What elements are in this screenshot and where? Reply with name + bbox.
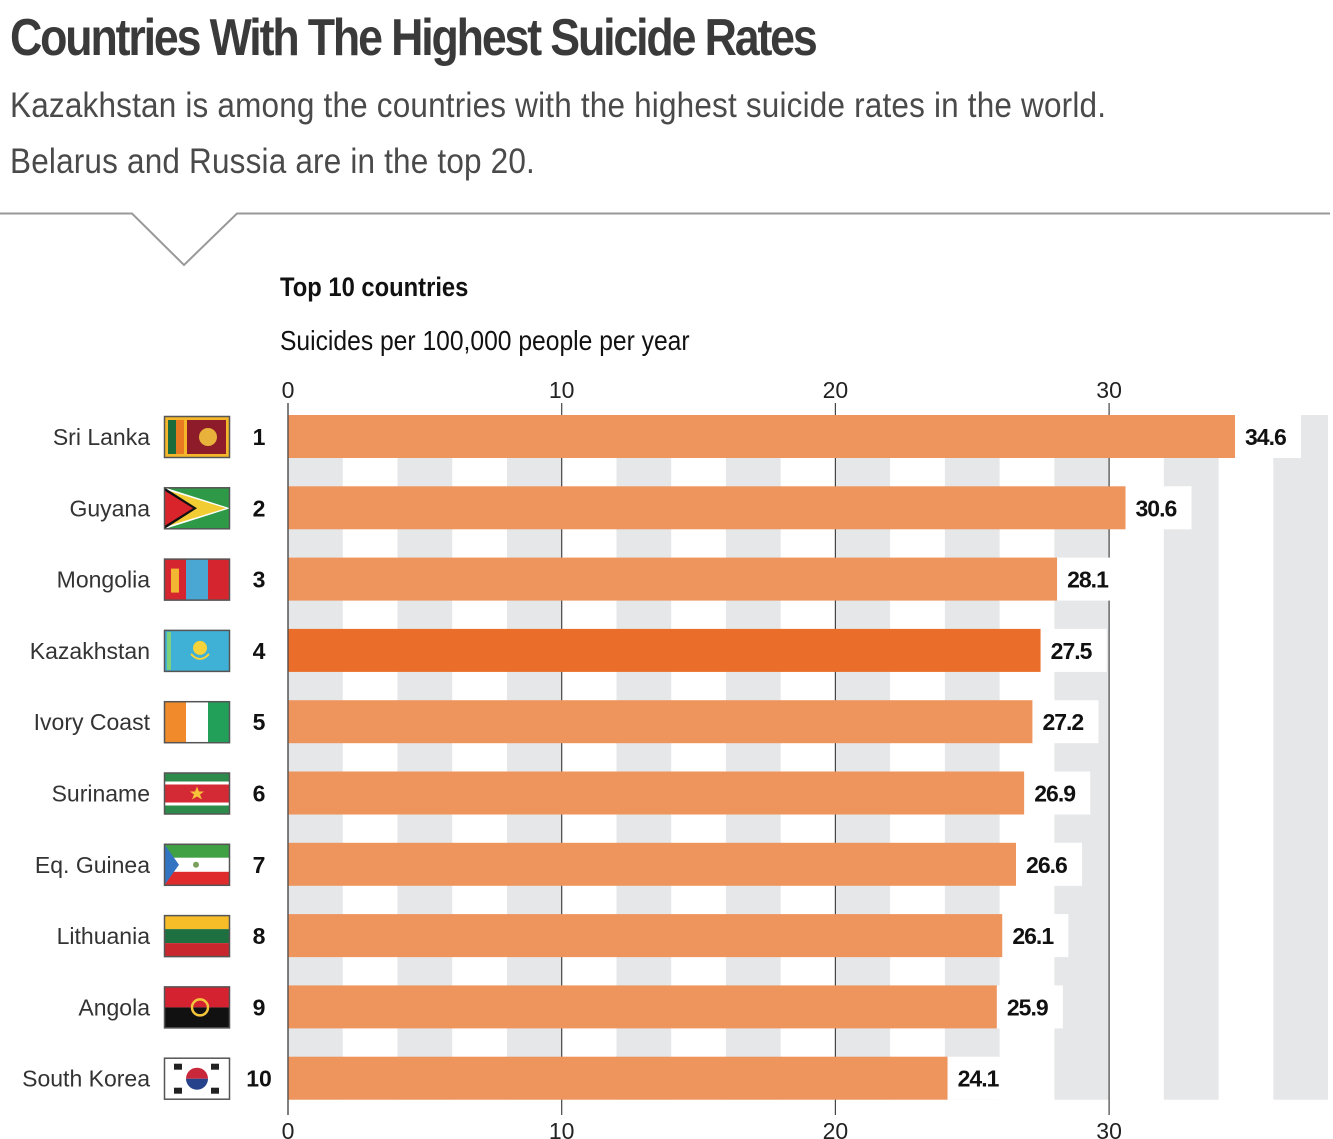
bars: 34.6 30.6 28.1 27.5 27.2 26.9 26.6 26.1 25.9 24.1 <box>287 403 1302 1115</box>
value-label-box <box>1032 700 1099 744</box>
rank-label: 6 <box>253 781 266 807</box>
flag-kazakhstan-icon <box>163 629 231 673</box>
divider-pointer-line <box>0 212 1330 267</box>
chart-axis-title: Suicides per 100,000 people per year <box>280 325 690 356</box>
tick-label-bottom: 0 <box>282 1118 295 1139</box>
value-label-box <box>1002 914 1069 958</box>
rank-label: 1 <box>253 424 266 450</box>
value-label: 28.1 <box>1067 567 1109 593</box>
country-label: Eq. Guinea <box>35 852 150 878</box>
country-label: Guyana <box>69 495 150 521</box>
flag-south-korea-icon <box>163 1057 231 1100</box>
rank-label: 5 <box>253 709 266 735</box>
flag-lithuania-icon <box>163 914 231 958</box>
value-label: 24.1 <box>958 1066 1000 1092</box>
value-label-box <box>1125 486 1192 530</box>
bar-south-korea <box>288 1056 948 1100</box>
country-label: Ivory Coast <box>34 709 151 735</box>
value-label-box <box>1057 557 1124 601</box>
country-label: Angola <box>78 994 150 1020</box>
value-label: 27.2 <box>1042 709 1083 735</box>
chart-title: Top 10 countries <box>280 272 469 302</box>
value-label-box <box>996 985 1063 1029</box>
bar-eq-guinea <box>288 842 1017 886</box>
value-label-box <box>1040 628 1107 672</box>
bar-suriname <box>288 771 1025 815</box>
rank-label: 4 <box>253 638 266 664</box>
header-divider <box>0 212 1330 267</box>
value-label-box <box>1024 771 1091 815</box>
value-label: 26.9 <box>1034 781 1075 807</box>
rank-label: 10 <box>246 1066 272 1092</box>
rank-label: 9 <box>253 994 266 1020</box>
bar-kazakhstan <box>288 628 1041 672</box>
bar-angola <box>288 985 997 1029</box>
tick-label-bottom: 30 <box>1096 1118 1122 1139</box>
flag-sri-lanka-icon <box>163 415 231 459</box>
subtitle-line-2: Belarus and Russia are in the top 20. <box>10 142 535 181</box>
rank-label: 8 <box>253 923 266 949</box>
value-label: 30.6 <box>1136 495 1177 521</box>
country-label: Suriname <box>52 781 150 807</box>
value-label: 34.6 <box>1245 424 1286 450</box>
value-label: 26.6 <box>1026 852 1067 878</box>
tick-label-top: 10 <box>549 377 575 403</box>
rank-label: 7 <box>253 852 266 878</box>
flag-angola-icon <box>163 986 231 1029</box>
tick-label-top: 30 <box>1096 377 1122 403</box>
tick-label-top: 0 <box>282 377 295 403</box>
flag-eq-guinea-icon <box>163 843 231 887</box>
flag-guyana-icon <box>163 487 231 530</box>
flag-ivory-coast-icon <box>163 700 231 744</box>
bar-lithuania <box>288 914 1003 958</box>
value-label: 26.1 <box>1012 923 1054 949</box>
bar-mongolia <box>288 557 1058 601</box>
country-label: Lithuania <box>57 923 151 949</box>
page-title: Countries With The Highest Suicide Rates <box>10 9 818 67</box>
bar-ivory-coast <box>288 700 1033 744</box>
flag-suriname-icon <box>163 772 231 815</box>
country-label: South Korea <box>22 1066 150 1092</box>
tick-label-bottom: 20 <box>823 1118 849 1139</box>
rank-label: 3 <box>253 567 266 593</box>
rank-label: 2 <box>253 495 266 521</box>
value-label-box <box>1016 842 1083 886</box>
value-label-box <box>1235 415 1302 458</box>
bar-sri-lanka <box>288 415 1236 458</box>
bar-guyana <box>288 486 1126 530</box>
grid-band <box>1273 415 1329 1100</box>
value-label: 25.9 <box>1007 994 1048 1020</box>
subtitle-line-1: Kazakhstan is among the countries with t… <box>10 86 1107 125</box>
row-labels: Sri Lanka 1 Guyana 2 Mongolia 3 Kazakhstan 4 Ivo… <box>22 415 272 1100</box>
value-label-box <box>947 1056 1014 1100</box>
country-label: Sri Lanka <box>53 424 150 450</box>
value-label: 27.5 <box>1051 638 1093 664</box>
flag-mongolia-icon <box>163 558 231 601</box>
tick-label-bottom: 10 <box>549 1118 575 1139</box>
country-label: Mongolia <box>57 567 151 593</box>
tick-label-top: 20 <box>823 377 849 403</box>
country-label: Kazakhstan <box>30 638 150 664</box>
